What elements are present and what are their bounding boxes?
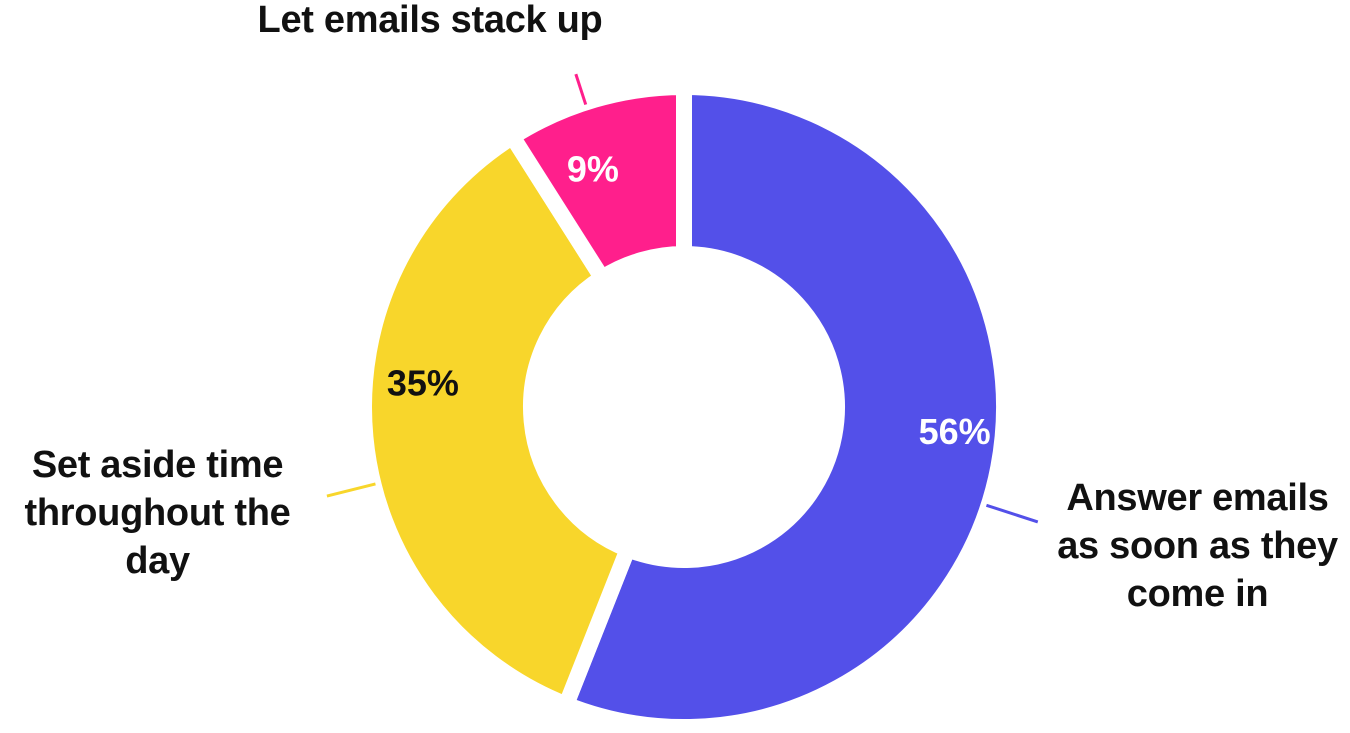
value-label-let-emails-stack: 9% [567, 149, 619, 190]
leader-line-answer-emails [985, 503, 1039, 524]
value-label-set-aside-time: 35% [387, 363, 459, 404]
value-label-answer-emails: 56% [919, 411, 991, 452]
value-labels-group: 56% 35% 9% [387, 149, 991, 452]
category-label-answer-emails: Answer emails as soon as they come in [1057, 477, 1338, 615]
category-label-let-emails-stack: Let emails stack up [257, 0, 603, 41]
slice-set-aside-time [356, 125, 639, 715]
leader-line-set-aside-time [326, 482, 376, 498]
leader-line-let-emails-stack [574, 73, 588, 106]
leader-lines-group [326, 73, 1039, 524]
category-label-set-aside-time: Set aside time throughout the day [24, 444, 291, 582]
slices-group [356, 78, 1012, 733]
slice-let-emails-stack [501, 78, 692, 289]
slice-answer-emails [555, 78, 1012, 733]
